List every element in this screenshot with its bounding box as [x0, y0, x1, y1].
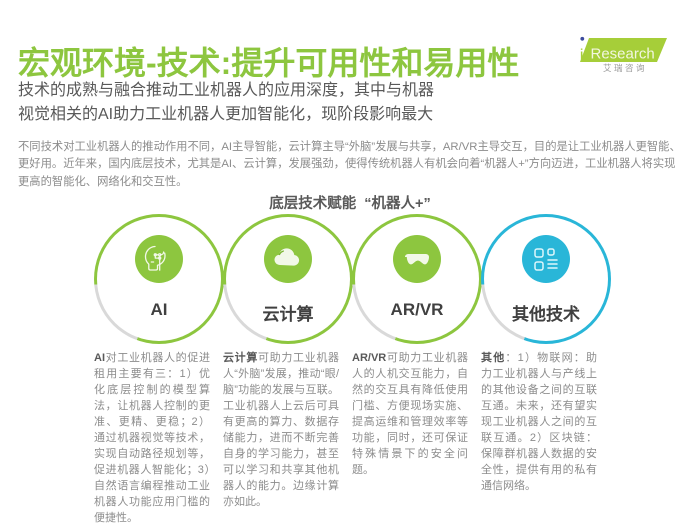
svg-text:i: i — [580, 46, 584, 65]
svg-text:Research: Research — [591, 46, 655, 63]
